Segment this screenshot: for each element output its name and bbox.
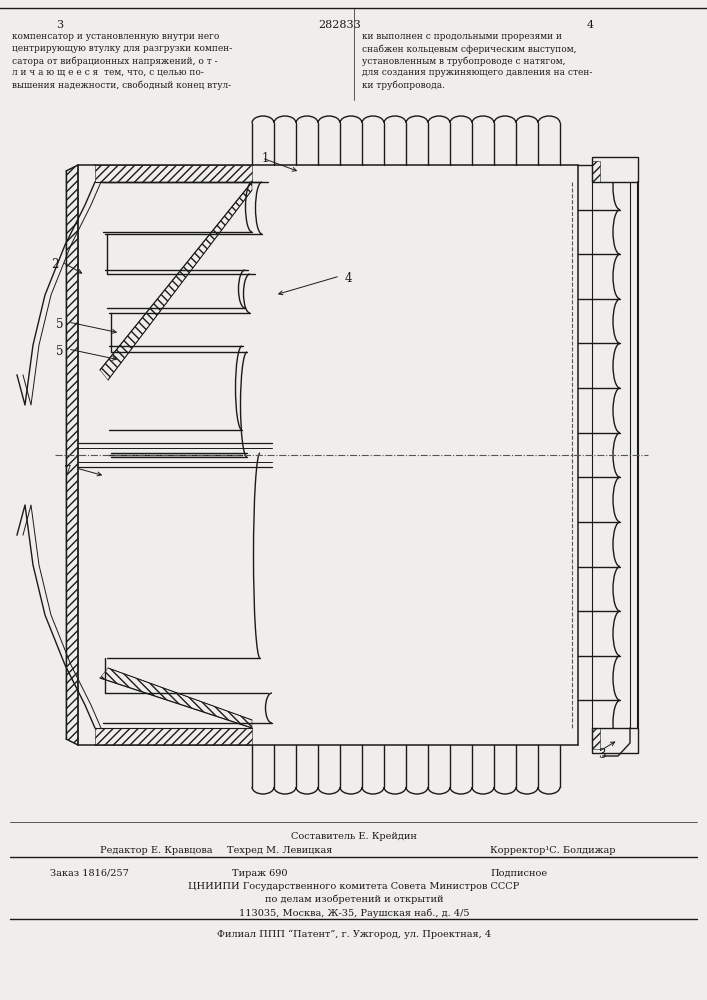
Text: 5: 5 <box>57 345 64 358</box>
Text: 5: 5 <box>57 318 64 331</box>
Text: л и ч а ю щ е е с я  тем, что, с целью по-: л и ч а ю щ е е с я тем, что, с целью по… <box>12 68 204 77</box>
Text: компенсатор и установленную внутри него: компенсатор и установленную внутри него <box>12 32 219 41</box>
Text: 113035, Москва, Ж‑35, Раушская наб., д. 4/5: 113035, Москва, Ж‑35, Раушская наб., д. … <box>239 908 469 918</box>
Text: Филиал ППП “Патент”, г. Ужгород, ул. Проектная, 4: Филиал ППП “Патент”, г. Ужгород, ул. Про… <box>217 930 491 939</box>
Polygon shape <box>592 728 638 753</box>
Text: 3: 3 <box>57 20 64 30</box>
Text: центрирующую втулку для разгрузки компен-: центрирующую втулку для разгрузки компен… <box>12 44 233 53</box>
Text: по делам изобретений и открытий: по делам изобретений и открытий <box>264 895 443 904</box>
Text: вышения надежности, свободный конец втул-: вышения надежности, свободный конец втул… <box>12 80 231 90</box>
Text: Составитель Е. Крейдин: Составитель Е. Крейдин <box>291 832 417 841</box>
Polygon shape <box>592 157 638 182</box>
Text: Заказ 1816/257: Заказ 1816/257 <box>50 869 129 878</box>
Text: ки выполнен с продольными прорезями и: ки выполнен с продольными прорезями и <box>362 32 562 41</box>
Text: Подписное: Подписное <box>490 869 547 878</box>
Text: снабжен кольцевым сферическим выступом,: снабжен кольцевым сферическим выступом, <box>362 44 576 53</box>
Text: 4: 4 <box>586 20 594 30</box>
Text: установленным в трубопроводе с натягом,: установленным в трубопроводе с натягом, <box>362 56 566 66</box>
Text: 1: 1 <box>262 152 269 165</box>
Text: сатора от вибрационных напряжений, о т -: сатора от вибрационных напряжений, о т - <box>12 56 218 66</box>
Text: 4: 4 <box>344 272 352 285</box>
Text: Редактор Е. Кравцова: Редактор Е. Кравцова <box>100 846 213 855</box>
Text: Корректор¹С. Болдижар: Корректор¹С. Болдижар <box>490 846 616 855</box>
Text: ЦНИИПИ Государственного комитета Совета Министров СССР: ЦНИИПИ Государственного комитета Совета … <box>188 882 520 891</box>
Text: 3: 3 <box>598 748 605 761</box>
Text: 282833: 282833 <box>319 20 361 30</box>
Text: для создания пружиняющего давления на стен-: для создания пружиняющего давления на ст… <box>362 68 592 77</box>
Text: 2: 2 <box>52 258 59 271</box>
Text: Техред М. Левицкая: Техред М. Левицкая <box>228 846 333 855</box>
Text: 7: 7 <box>64 465 71 478</box>
Text: ки трубопровода.: ки трубопровода. <box>362 80 445 90</box>
Text: Тираж 690: Тираж 690 <box>233 869 288 878</box>
